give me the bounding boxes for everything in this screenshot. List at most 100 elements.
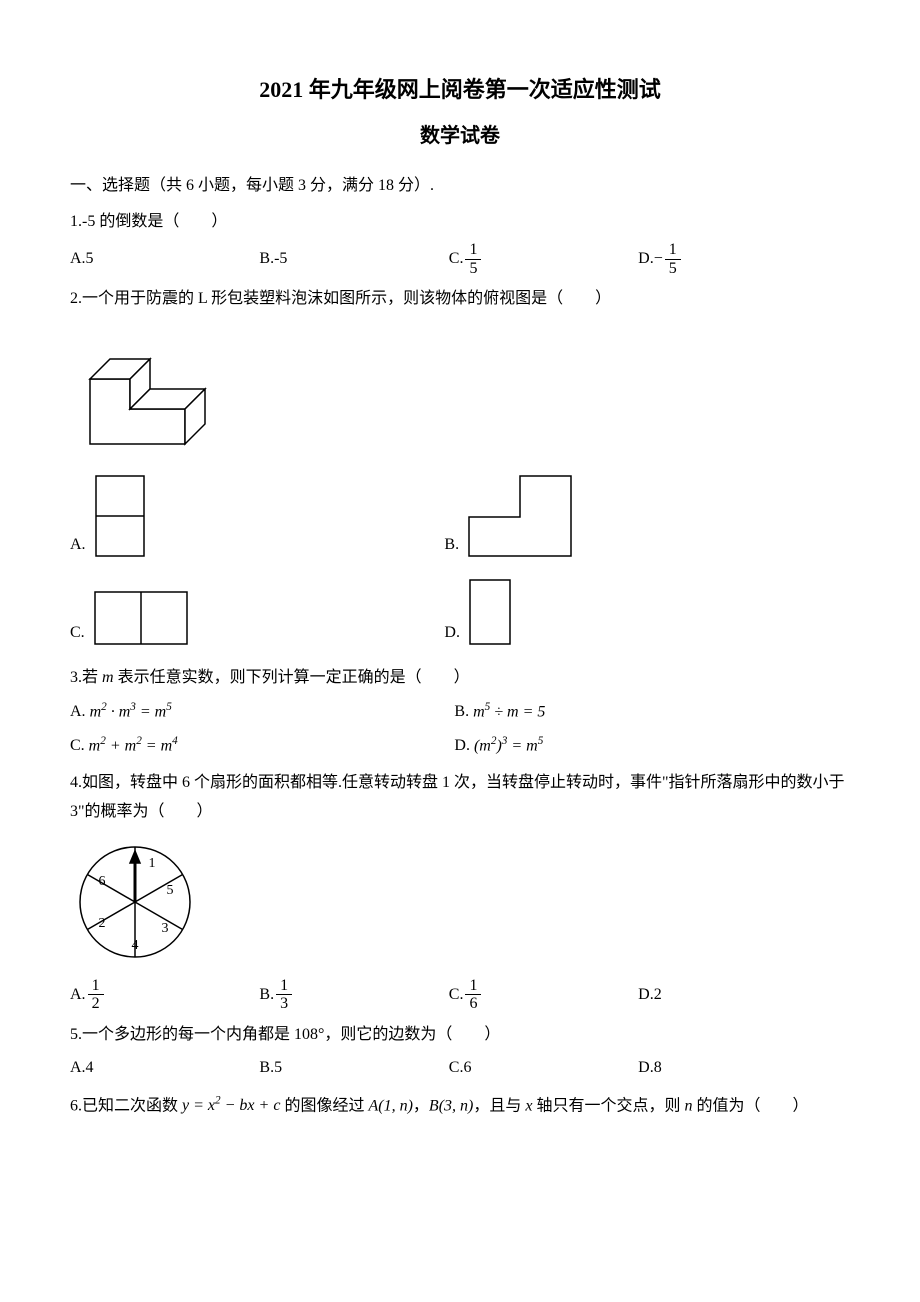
spinner-label-1: 1	[149, 856, 156, 871]
q2-c-label: C.	[70, 619, 85, 648]
spinner-label-6: 6	[99, 874, 106, 889]
q1-d-prefix: D.	[638, 245, 654, 274]
q4-a-den: 2	[88, 995, 104, 1013]
q4-opt-a: A. 1 2	[70, 977, 249, 1013]
q3-b-label: B.	[454, 698, 469, 727]
q4-b-den: 3	[276, 995, 292, 1013]
q4-spinner-figure: 1 5 3 4 2 6	[70, 837, 850, 967]
q4-c-frac: 1 6	[465, 977, 481, 1013]
q1-opt-c: C. 1 5	[449, 241, 628, 277]
q5-opt-a: A.4	[70, 1054, 249, 1083]
q3-options-row2: C. m2 + m2 = m4 D. (m2)3 = m5	[70, 731, 850, 761]
spinner-label-5: 5	[167, 883, 174, 898]
question-4: 4.如图，转盘中 6 个扇形的面积都相等.任意转动转盘 1 次，当转盘停止转动时…	[70, 769, 850, 1013]
q2-opt-d-icon	[466, 576, 514, 648]
q4-opt-d: D.2	[638, 977, 817, 1013]
q2-text: 2.一个用于防震的 L 形包装塑料泡沫如图所示，则该物体的俯视图是（ ）	[70, 285, 850, 314]
section-1-header: 一、选择题（共 6 小题，每小题 3 分，满分 18 分）.	[70, 172, 850, 201]
q3-text-prefix: 3.若	[70, 669, 102, 686]
q1-c-den: 5	[465, 260, 481, 278]
q1-d-neg: −	[654, 245, 663, 274]
q5-opt-b: B.5	[259, 1054, 438, 1083]
q3-c-math: m2 + m2 = m4	[85, 731, 178, 761]
q4-a-frac: 1 2	[88, 977, 104, 1013]
q3-b-math: m5 ÷ m = 5	[469, 697, 545, 727]
q1-d-frac: 1 5	[665, 241, 681, 277]
q2-main-figure	[70, 324, 850, 454]
q5-opt-d: D.8	[638, 1054, 817, 1083]
q4-options: A. 1 2 B. 1 3 C. 1 6 D.2	[70, 977, 850, 1013]
q3-opt-b: B. m5 ÷ m = 5	[454, 697, 828, 727]
q4-text: 4.如图，转盘中 6 个扇形的面积都相等.任意转动转盘 1 次，当转盘停止转动时…	[70, 769, 850, 827]
q1-d-den: 5	[665, 260, 681, 278]
q2-opt-d: D.	[444, 576, 818, 648]
q3-text: 3.若 m 表示任意实数，则下列计算一定正确的是（ ）	[70, 664, 850, 693]
q6-p1: 6.已知二次函数	[70, 1097, 182, 1114]
q1-opt-a: A.5	[70, 241, 249, 277]
q5-opt-c: C.6	[449, 1054, 628, 1083]
q1-d-num: 1	[665, 241, 681, 260]
q5-text: 5.一个多边形的每一个内角都是 108°，则它的边数为（ ）	[70, 1021, 850, 1050]
q1-c-frac: 1 5	[465, 241, 481, 277]
q1-opt-d: D. − 1 5	[638, 241, 817, 277]
q3-d-label: D.	[454, 732, 470, 761]
q3-text-suffix: 表示任意实数，则下列计算一定正确的是（ ）	[114, 669, 470, 686]
q6-p4: ，且与	[473, 1097, 525, 1114]
q3-opt-a: A. m2 · m3 = m5	[70, 697, 444, 727]
l-shape-3d-icon	[70, 324, 220, 454]
q1-c-num: 1	[465, 241, 481, 260]
q2-options: A. B. C.	[70, 464, 850, 656]
spinner-icon: 1 5 3 4 2 6	[70, 837, 200, 967]
q4-opt-c: C. 1 6	[449, 977, 628, 1013]
q2-opt-c: C.	[70, 576, 444, 648]
q3-d-math: (m2)3 = m5	[470, 731, 543, 761]
spinner-label-4: 4	[132, 938, 139, 953]
title-main: 2021 年九年级网上阅卷第一次适应性测试	[70, 70, 850, 110]
question-3: 3.若 m 表示任意实数，则下列计算一定正确的是（ ） A. m2 · m3 =…	[70, 664, 850, 761]
q3-opt-d: D. (m2)3 = m5	[454, 731, 828, 761]
q6-eq: y = x2 − bx + c	[182, 1097, 280, 1114]
q4-b-num: 1	[276, 977, 292, 996]
q6-pointB: B(3, n)	[429, 1097, 473, 1114]
question-2: 2.一个用于防震的 L 形包装塑料泡沫如图所示，则该物体的俯视图是（ ） A.	[70, 285, 850, 656]
q4-c-den: 6	[465, 995, 481, 1013]
q3-a-label: A.	[70, 698, 86, 727]
q4-b-prefix: B.	[259, 981, 274, 1010]
q4-c-prefix: C.	[449, 981, 464, 1010]
q2-opt-a: A.	[70, 472, 444, 560]
q1-text: 1.-5 的倒数是（ ）	[70, 208, 850, 237]
q4-a-num: 1	[88, 977, 104, 996]
q4-c-num: 1	[465, 977, 481, 996]
question-5: 5.一个多边形的每一个内角都是 108°，则它的边数为（ ） A.4 B.5 C…	[70, 1021, 850, 1083]
q6-pointA: A(1, n)	[368, 1097, 412, 1114]
q6-p5: 轴只有一个交点，则	[532, 1097, 684, 1114]
title-sub: 数学试卷	[70, 118, 850, 154]
q5-options: A.4 B.5 C.6 D.8	[70, 1054, 850, 1083]
question-6: 6.已知二次函数 y = x2 − bx + c 的图像经过 A(1, n)，B…	[70, 1091, 850, 1121]
q1-options: A.5 B.-5 C. 1 5 D. − 1 5	[70, 241, 850, 277]
q1-opt-b: B.-5	[259, 241, 438, 277]
q2-opt-a-icon	[92, 472, 148, 560]
q2-opt-b: B.	[444, 472, 818, 560]
spinner-label-3: 3	[162, 921, 169, 936]
q3-options-row1: A. m2 · m3 = m5 B. m5 ÷ m = 5	[70, 697, 850, 727]
q3-opt-c: C. m2 + m2 = m4	[70, 731, 444, 761]
q6-p3: ，	[413, 1097, 429, 1114]
q3-a-math: m2 · m3 = m5	[86, 697, 172, 727]
q2-b-label: B.	[444, 531, 459, 560]
q2-a-label: A.	[70, 531, 86, 560]
q2-opt-c-icon	[91, 588, 191, 648]
q4-opt-b: B. 1 3	[259, 977, 438, 1013]
q1-c-prefix: C.	[449, 245, 464, 274]
q2-d-label: D.	[444, 619, 460, 648]
q4-a-prefix: A.	[70, 981, 86, 1010]
q6-text: 6.已知二次函数 y = x2 − bx + c 的图像经过 A(1, n)，B…	[70, 1091, 850, 1121]
q3-var-m: m	[102, 669, 114, 686]
q4-b-frac: 1 3	[276, 977, 292, 1013]
q2-opt-b-icon	[465, 472, 575, 560]
spinner-label-2: 2	[99, 916, 106, 931]
q6-p2: 的图像经过	[280, 1097, 368, 1114]
question-1: 1.-5 的倒数是（ ） A.5 B.-5 C. 1 5 D. − 1 5	[70, 208, 850, 277]
q3-c-label: C.	[70, 732, 85, 761]
q6-p6: 的值为（ ）	[692, 1097, 808, 1114]
